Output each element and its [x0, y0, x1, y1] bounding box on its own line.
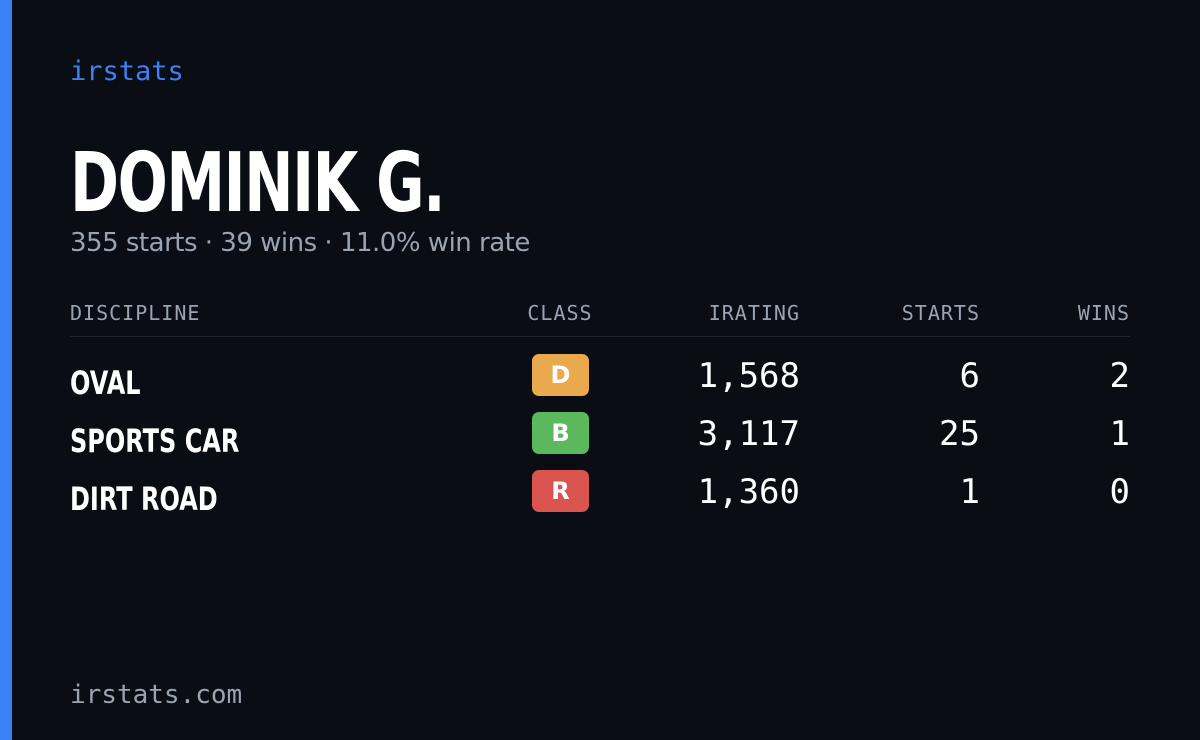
- column-header: STARTS: [901, 301, 980, 325]
- starts: 25: [939, 414, 980, 454]
- accent-bar: [0, 0, 12, 740]
- class-badge: B: [532, 412, 589, 454]
- class-badge: D: [532, 354, 589, 396]
- column-header: DISCIPLINE: [70, 301, 201, 325]
- driver-name: DOMINIK G.: [70, 136, 446, 231]
- summary: 355 starts · 39 wins · 11.0% win rate: [70, 228, 530, 258]
- brand: irstats: [70, 56, 184, 87]
- irating: 1,360: [697, 472, 800, 512]
- divider: [70, 336, 1130, 337]
- column-header: WINS: [1077, 301, 1130, 325]
- discipline: DIRT ROAD: [70, 480, 218, 518]
- discipline: SPORTS CAR: [70, 422, 240, 460]
- starts: 6: [959, 356, 980, 396]
- discipline: OVAL: [70, 364, 141, 402]
- class-badge: R: [532, 470, 589, 512]
- irating: 3,117: [697, 414, 800, 454]
- footer-site: irstats.com: [70, 680, 243, 710]
- wins: 1: [1109, 414, 1130, 454]
- wins: 2: [1109, 356, 1130, 396]
- wins: 0: [1109, 472, 1130, 512]
- column-header: IRATING: [708, 301, 800, 325]
- irating: 1,568: [697, 356, 800, 396]
- starts: 1: [959, 472, 980, 512]
- column-header: CLASS: [527, 301, 593, 325]
